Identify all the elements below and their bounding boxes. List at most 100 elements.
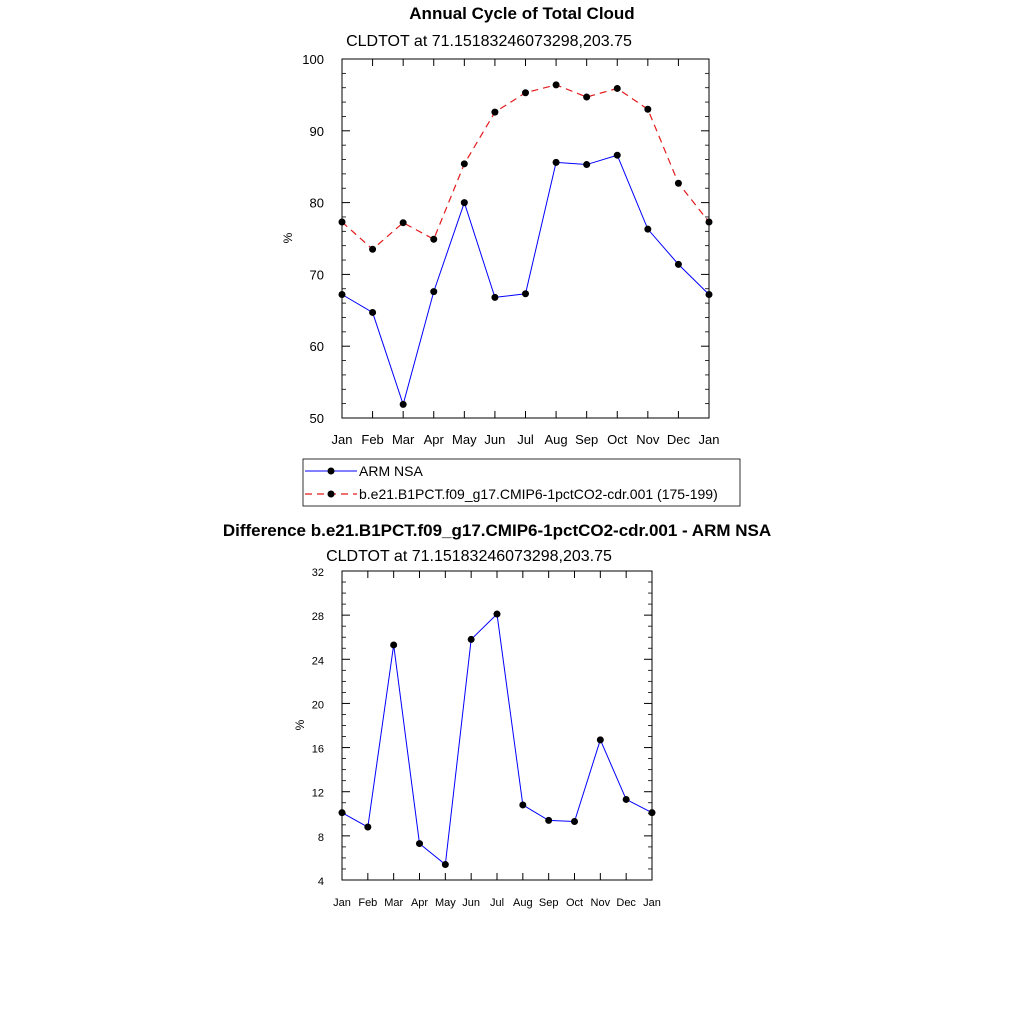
legend-label-model: b.e21.B1PCT.f09_g17.CMIP6-1pctCO2-cdr.00… [359, 486, 718, 502]
y-tick-label: 32 [312, 567, 324, 579]
series-line-2 [341, 84, 710, 251]
x-tick-label: Nov [591, 897, 611, 909]
x-tick-label: Aug [513, 897, 533, 909]
x-tick-label: Feb [361, 432, 383, 447]
series-2-point [369, 245, 377, 253]
legend: ARM NSA b.e21.B1PCT.f09_g17.CMIP6-1pctCO… [302, 458, 741, 507]
series-1-point [467, 635, 475, 643]
legend-box [302, 458, 741, 507]
x-tick-label: Jan [643, 897, 661, 909]
series-2-point [460, 160, 468, 168]
chart-title: Difference b.e21.B1PCT.f09_g17.CMIP6-1pc… [223, 521, 771, 540]
y-tick-label: 100 [302, 52, 324, 67]
x-tick-label: Oct [607, 432, 628, 447]
y-tick-label: 8 [318, 832, 324, 844]
series-2-point [522, 89, 529, 97]
y-axis-label: % [293, 719, 307, 730]
series-line-1 [341, 154, 710, 407]
x-tick-label: Jul [517, 432, 534, 447]
series-1-point [613, 151, 621, 159]
series-2-point [399, 219, 407, 227]
x-tick-label: Apr [424, 432, 445, 447]
series-1-point [622, 795, 630, 803]
x-tick-label: Sep [575, 432, 598, 447]
series-group [338, 81, 713, 408]
series-1-point [674, 260, 682, 268]
series-1-point [648, 809, 656, 817]
chart-subtitle: CLDTOT at 71.15183246073298,203.75 [346, 33, 632, 50]
series-2-point [491, 108, 499, 116]
x-tick-labels: Jan Feb Mar Apr May Jun Jul Aug Sep Oct Nov Dec Jan [332, 432, 720, 447]
series-2-point [430, 235, 438, 243]
series-1-point [522, 290, 529, 298]
series-1-point [364, 823, 372, 831]
series-1-point [571, 818, 578, 826]
x-tick-label: Feb [358, 897, 377, 909]
y-tick-label: 12 [312, 788, 324, 800]
series-1-point [552, 158, 560, 166]
series-1-point [545, 816, 553, 824]
series-1-point [493, 610, 501, 618]
series-group [338, 610, 656, 869]
x-tick-label: Dec [667, 432, 691, 447]
series-1-point [338, 809, 346, 817]
series-2-point [674, 179, 682, 187]
series-1-point [390, 641, 398, 649]
series-2-point [552, 81, 560, 89]
series-1-point [519, 801, 527, 809]
x-tick-label: Jul [490, 897, 504, 909]
y-tick-label: 24 [312, 655, 324, 667]
series-1-point [338, 291, 346, 299]
series-1-point [369, 308, 377, 316]
series-1-point [644, 225, 652, 233]
x-tick-label: May [452, 432, 477, 447]
legend-marker-arm-nsa [327, 467, 335, 475]
series-1-point [583, 161, 591, 169]
difference-chart: Difference b.e21.B1PCT.f09_g17.CMIP6-1pc… [223, 521, 771, 909]
series-1-point [399, 400, 407, 408]
x-tick-label: Sep [539, 897, 559, 909]
x-tick-label: Mar [384, 897, 403, 909]
chart-title: Annual Cycle of Total Cloud [409, 4, 634, 23]
x-tick-label: Apr [411, 897, 428, 909]
series-2-point [613, 84, 621, 92]
series-2-point [583, 93, 591, 101]
y-tick-label: 20 [312, 699, 324, 711]
x-tick-label: Jun [484, 432, 505, 447]
x-tick-label: Jun [462, 897, 480, 909]
y-tick-label: 90 [310, 124, 324, 139]
x-tick-label: Aug [545, 432, 568, 447]
y-tick-label: 4 [318, 876, 324, 888]
series-1-point [705, 291, 713, 299]
x-tick-label: Oct [566, 897, 583, 909]
x-tick-labels: Jan Feb Mar Apr May Jun Jul Aug Sep Oct Nov Dec Jan [333, 897, 661, 909]
x-tick-label: Jan [699, 432, 720, 447]
y-tick-label: 28 [312, 611, 324, 623]
plot-frame [341, 58, 710, 419]
legend-marker-model [327, 490, 335, 498]
x-tick-label: Nov [636, 432, 660, 447]
y-tick-labels: 50 60 70 80 90 100 [302, 52, 324, 426]
series-1-point [460, 199, 468, 207]
chart-subtitle: CLDTOT at 71.15183246073298,203.75 [326, 548, 612, 565]
series-2-point [644, 105, 652, 113]
legend-label-arm-nsa: ARM NSA [359, 463, 423, 479]
x-tick-label: May [435, 897, 456, 909]
x-tick-label: Jan [332, 432, 353, 447]
series-2-point [705, 218, 713, 226]
y-tick-label: 70 [310, 267, 324, 282]
series-1-point [416, 840, 423, 848]
x-tick-label: Dec [616, 897, 636, 909]
y-tick-label: 16 [312, 744, 324, 756]
y-tick-labels: 4 8 12 16 20 24 28 32 [312, 567, 324, 888]
annual-cycle-chart: Annual Cycle of Total Cloud CLDTOT at 71… [281, 4, 741, 507]
y-tick-label: 50 [310, 411, 324, 426]
series-1-point [596, 736, 604, 744]
series-1-point [441, 861, 449, 869]
series-2-point [338, 218, 346, 226]
series-1-point [491, 293, 499, 301]
x-tick-label: Mar [392, 432, 415, 447]
axis-ticks [341, 58, 710, 419]
x-tick-label: Jan [333, 897, 351, 909]
